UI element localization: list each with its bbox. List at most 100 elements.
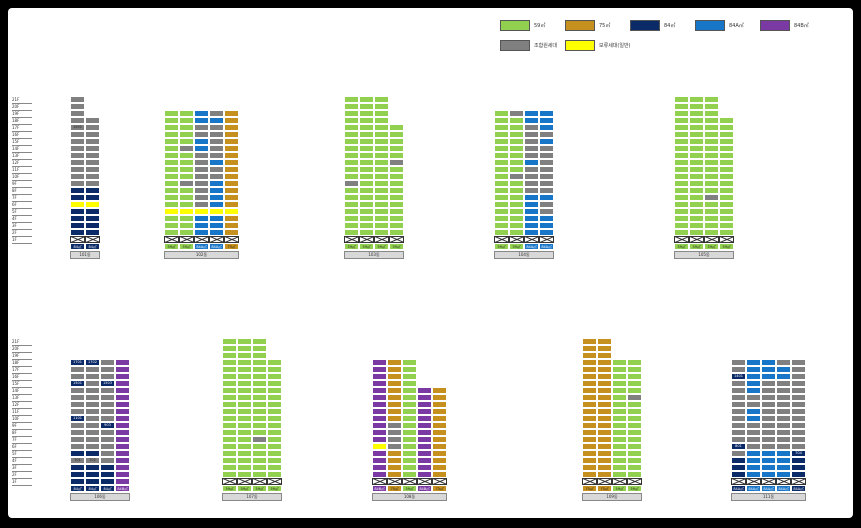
unit-cell	[674, 194, 689, 201]
unit-cell	[704, 187, 719, 194]
floor-label: 6F	[12, 201, 32, 209]
floor-label: 15F	[12, 138, 32, 146]
unit-cell	[70, 201, 85, 208]
unit-cell	[627, 443, 642, 450]
unit-cell	[70, 429, 85, 436]
unit-cell	[627, 415, 642, 422]
unit-cell	[70, 408, 85, 415]
unit-cell	[359, 180, 374, 187]
unit-cell	[402, 471, 417, 478]
unit-cell	[597, 387, 612, 394]
unit-cell	[627, 436, 642, 443]
unit-cell	[417, 394, 432, 401]
unit-cell	[719, 180, 734, 187]
unit-cell	[731, 450, 746, 457]
unit-cell	[237, 373, 252, 380]
unit-cell	[344, 187, 359, 194]
unit-cell	[70, 394, 85, 401]
unit-cell	[582, 408, 597, 415]
floor-label: 2F	[12, 229, 32, 237]
unit-cell	[597, 443, 612, 450]
unit-cell	[704, 229, 719, 236]
unit-cell	[359, 208, 374, 215]
unit-cell	[179, 152, 194, 159]
unit-cell	[612, 415, 627, 422]
unit-cell	[224, 173, 239, 180]
floor-label: 2F	[12, 471, 32, 479]
unit-cell	[539, 173, 554, 180]
unit-cell	[344, 110, 359, 117]
unit-cell	[432, 394, 447, 401]
unit-cell	[597, 429, 612, 436]
unit-cell	[689, 138, 704, 145]
unit-cell	[344, 166, 359, 173]
building-name: 101동	[70, 251, 100, 259]
unit-cell: 1701	[70, 359, 85, 366]
unit-cell	[402, 415, 417, 422]
unit-type-label: 75㎡	[582, 485, 597, 492]
unit-cell	[674, 103, 689, 110]
unit-cell	[100, 436, 115, 443]
unit-cell	[776, 464, 791, 471]
building-name: 104동	[494, 251, 554, 259]
unit-cell	[674, 131, 689, 138]
unit-cell	[372, 408, 387, 415]
unit-cell	[359, 110, 374, 117]
unit-cell	[597, 450, 612, 457]
unit-cell	[509, 208, 524, 215]
floor-label: 14F	[12, 145, 32, 153]
unit-cell	[194, 110, 209, 117]
unit-cell	[85, 166, 100, 173]
unit-cell	[70, 436, 85, 443]
unit-cell	[704, 166, 719, 173]
unit-cell	[387, 457, 402, 464]
unit-cell	[704, 159, 719, 166]
unit-cell	[224, 180, 239, 187]
unit-cell	[761, 401, 776, 408]
unit-cell	[731, 359, 746, 366]
unit-cell	[359, 103, 374, 110]
unit-cell	[85, 131, 100, 138]
unit-cell	[267, 422, 282, 429]
unit-cell	[374, 145, 389, 152]
unit-cell	[597, 366, 612, 373]
unit-cell	[539, 229, 554, 236]
unit-cell	[719, 145, 734, 152]
unit-cell	[582, 352, 597, 359]
unit-cell	[359, 152, 374, 159]
unit-cell	[267, 471, 282, 478]
unit-cell	[164, 145, 179, 152]
unit-cell	[115, 464, 130, 471]
unit-cell	[267, 401, 282, 408]
unit-cell	[374, 173, 389, 180]
unit-type-label: 84㎡	[100, 485, 115, 492]
floor-label: 5F	[12, 450, 32, 458]
unit-cell	[731, 380, 746, 387]
unit-cell	[359, 187, 374, 194]
unit-cell: 903	[100, 422, 115, 429]
entrance-cell	[374, 236, 389, 243]
unit-cell	[402, 450, 417, 457]
unit-cell	[70, 443, 85, 450]
unit-cell	[612, 422, 627, 429]
unit-cell	[612, 380, 627, 387]
legend-label: 조합원세대	[534, 43, 558, 49]
unit-cell	[209, 201, 224, 208]
unit-cell	[222, 401, 237, 408]
entrance-cell	[719, 236, 734, 243]
unit-cell	[387, 422, 402, 429]
unit-cell	[776, 401, 791, 408]
unit-cell	[85, 124, 100, 131]
unit-cell	[267, 380, 282, 387]
unit-cell	[372, 415, 387, 422]
unit-cell	[359, 145, 374, 152]
unit-cell	[509, 180, 524, 187]
entrance-cell	[402, 478, 417, 485]
entrance-cell	[612, 478, 627, 485]
unit-cell	[359, 117, 374, 124]
unit-cell	[252, 352, 267, 359]
unit-cell	[237, 464, 252, 471]
unit-cell	[359, 173, 374, 180]
unit-cell	[164, 180, 179, 187]
unit-cell	[374, 103, 389, 110]
